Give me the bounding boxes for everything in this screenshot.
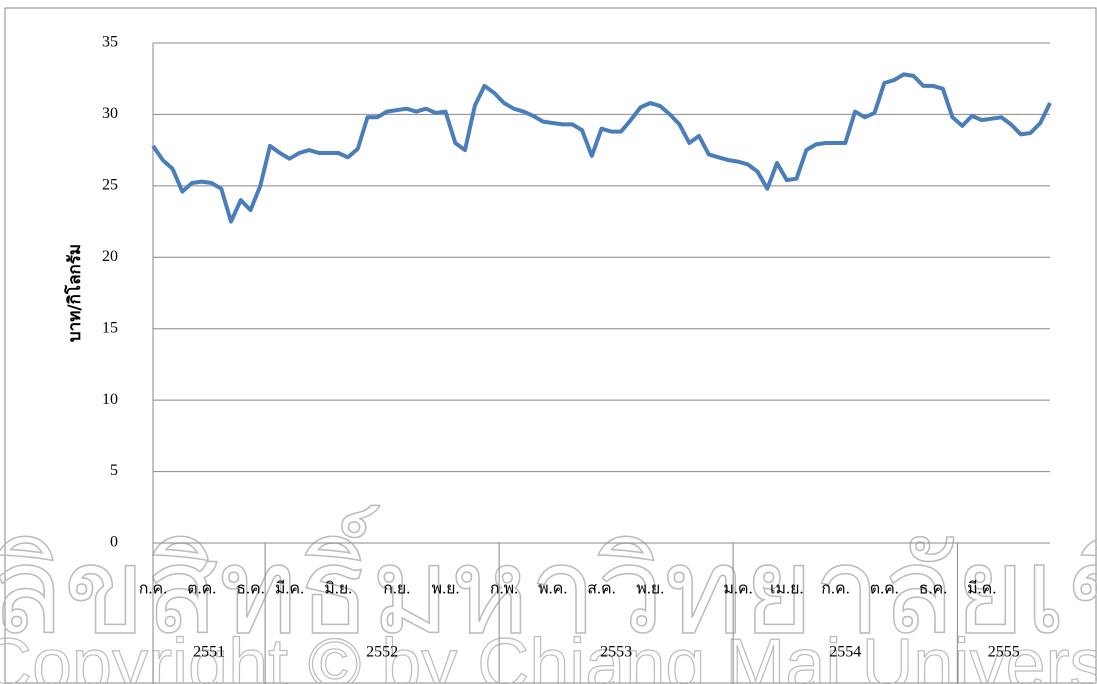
year-label: 2552 [366,644,398,661]
x-tick-label: ธ.ค. [236,581,264,598]
x-tick-label: ก.ย. [383,581,410,598]
frame [4,7,1097,684]
watermark: ลิขสิทธิ์มหาวิทยาลัยเชียงใหม่ Copyright … [0,504,1097,684]
x-tick-label: มิ.ย. [324,581,352,598]
y-tick-label: 20 [102,248,118,265]
y-tick-label: 25 [102,177,118,194]
y-tick-label: 30 [102,105,118,122]
year-label: 2554 [829,644,861,661]
x-tick-label: มี.ค. [275,580,304,598]
watermark-thai: ลิขสิทธิ์มหาวิทยาลัยเชียงใหม่ [0,505,1097,662]
y-tick-label: 10 [102,391,118,408]
y-tick-label: 35 [102,34,118,51]
x-tick-label: เม.ย. [770,581,803,598]
line-series [151,72,1052,224]
y-tick-label: 5 [110,462,118,479]
x-tick-label: ต.ค. [187,581,216,598]
x-tick-label: ม.ค. [723,581,752,598]
y-tick-label: 0 [110,534,118,551]
x-tick-label: ธ.ค. [919,581,947,598]
x-tick-label: มี.ค. [967,580,996,598]
x-tick-label: พ.ย. [432,581,460,598]
year-label: 2555 [988,644,1020,661]
year-label: 2553 [600,644,632,661]
x-tick-label: ต.ค. [870,581,899,598]
x-tick-label: ก.พ. [490,581,518,598]
year-label: 2551 [193,644,225,661]
x-tick-label: ก.ค. [821,581,849,598]
x-tick-label: พ.ค. [538,581,567,598]
y-axis-label: บาท/กิโลกรัม [64,244,85,342]
x-tick-label: ส.ค. [587,581,615,598]
x-tick-label: พ.ย. [636,581,664,598]
x-tick-label: ก.ค. [139,581,167,598]
watermark-en: Copyright © by Chiang Mai University [0,625,1097,684]
y-tick-label: 15 [102,319,118,336]
